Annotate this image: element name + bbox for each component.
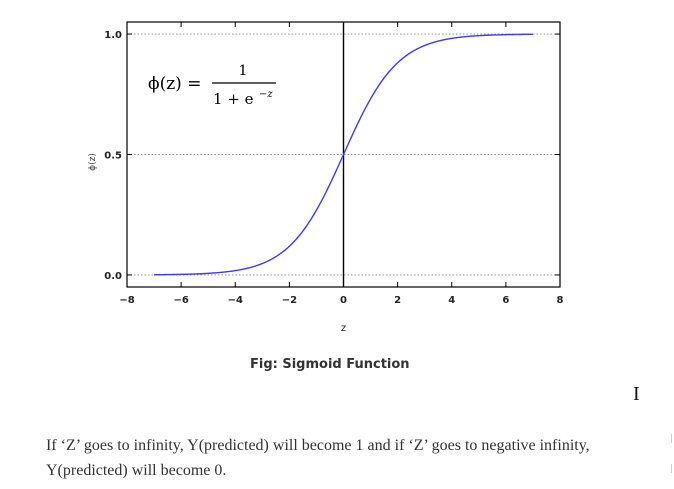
formula-lhs: ϕ(z) =: [148, 74, 201, 94]
x-tick-label: 8: [557, 295, 564, 306]
formula-exponent: −z: [259, 89, 273, 100]
text-cursor-icon: I: [633, 383, 640, 405]
y-axis-label: ϕ(z): [88, 153, 98, 171]
x-tick-label: −4: [228, 295, 243, 306]
scroll-edge-mark: [671, 434, 672, 443]
sigmoid-curve: [154, 33, 533, 276]
x-tick-label: −8: [119, 295, 134, 306]
x-axis-label: z: [341, 323, 346, 334]
x-tick-label: 4: [448, 295, 455, 306]
chart-canvas: −8 −6 −4 −2 0 2 4 6 8 0.0 0.5 1.0 z ϕ(z) ϕ(z) = 1 1 + e −…: [88, 21, 564, 334]
x-tick-label: −6: [173, 295, 188, 306]
y-tick-label: 0.5: [104, 151, 122, 162]
formula-numerator: 1: [239, 63, 248, 79]
y-tick-label: 0.0: [104, 271, 122, 282]
article-paragraph: If ‘Z’ goes to infinity, Y(predicted) wi…: [46, 437, 590, 479]
scroll-edge-mark: [671, 464, 672, 473]
figure-caption: Fig: Sigmoid Function: [250, 357, 410, 372]
x-tick-label: 6: [502, 295, 509, 306]
x-tick-label: 0: [340, 295, 347, 306]
sigmoid-chart: −8 −6 −4 −2 0 2 4 6 8 0.0 0.5 1.0 z ϕ(z) ϕ(z) = 1 1 + e −…: [88, 21, 564, 334]
x-tick-label: 2: [394, 295, 401, 306]
x-tick-label: −2: [282, 295, 297, 306]
y-tick-label: 1.0: [104, 30, 122, 41]
formula-denominator: 1 + e: [213, 90, 254, 108]
